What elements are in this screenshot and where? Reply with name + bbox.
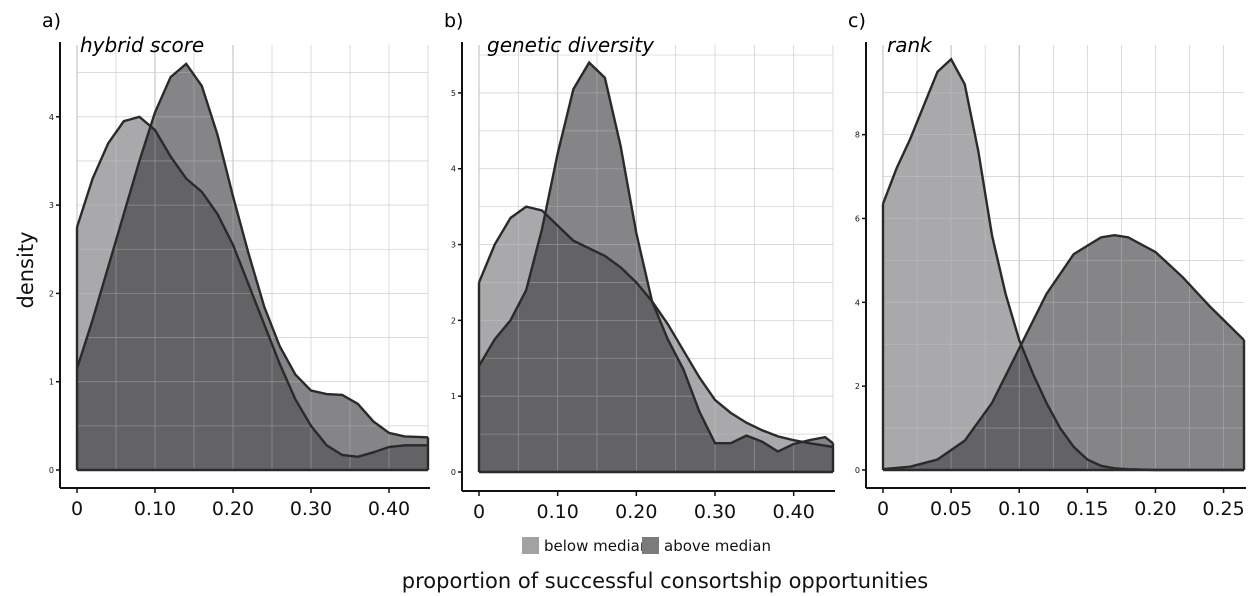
panel-1: 0 1 2 3 4 0 0.10 0.20 0.30 0.40 a) hybrid score bbox=[42, 10, 430, 520]
x-tick-label: 0.05 bbox=[930, 498, 972, 520]
panel-label: b) bbox=[444, 10, 463, 32]
legend-label-above: above median bbox=[664, 537, 771, 555]
x-tick-label: 0 bbox=[71, 498, 83, 520]
x-tick-label: 0.10 bbox=[537, 501, 579, 523]
y-tick-label: 8 bbox=[855, 131, 860, 140]
line-above-median bbox=[882, 234, 1245, 471]
line-below-median bbox=[75, 115, 428, 458]
area-overlap bbox=[479, 214, 833, 472]
line-above-median bbox=[75, 62, 429, 439]
legend-swatch-below bbox=[522, 537, 539, 554]
x-axis-title: proportion of successful consortship opp… bbox=[402, 569, 928, 593]
panel-title: rank bbox=[887, 33, 933, 57]
x-tick-label: 0.40 bbox=[368, 498, 410, 520]
y-tick-label: 5 bbox=[451, 89, 456, 98]
x-tick-label: 0.10 bbox=[134, 498, 176, 520]
y-tick-label: 4 bbox=[49, 113, 54, 122]
panel-3: 0 2 4 6 8 0 0.05 0.10 0.15 0.20 0.25 c) rank bbox=[848, 10, 1246, 520]
x-tick-label: 0 bbox=[473, 501, 485, 523]
y-tick-label: 0 bbox=[49, 466, 54, 475]
x-tick-label: 0.40 bbox=[773, 501, 815, 523]
line-above-median bbox=[477, 60, 834, 453]
panel-label: a) bbox=[42, 10, 61, 32]
area-below-median bbox=[883, 59, 1244, 470]
y-tick-label: 3 bbox=[49, 201, 54, 210]
panel-title: hybrid score bbox=[80, 33, 204, 57]
y-tick-label: 6 bbox=[855, 214, 860, 223]
area-above-median bbox=[883, 235, 1244, 470]
y-axis-title: density bbox=[14, 232, 38, 309]
y-tick-label: 0 bbox=[451, 468, 456, 477]
y-tick-label: 1 bbox=[451, 392, 456, 401]
x-tick-label: 0.10 bbox=[998, 498, 1040, 520]
panel-label: c) bbox=[848, 10, 866, 32]
legend: below median above median bbox=[522, 537, 771, 555]
x-tick-label: 0.30 bbox=[694, 501, 736, 523]
y-tick-label: 3 bbox=[451, 241, 456, 250]
legend-swatch-above bbox=[642, 537, 659, 554]
x-tick-label: 0.20 bbox=[1134, 498, 1176, 520]
y-tick-label: 0 bbox=[855, 466, 860, 475]
x-tick-label: 0.25 bbox=[1202, 498, 1244, 520]
area-overlap bbox=[883, 346, 1244, 470]
legend-label-below: below median bbox=[544, 537, 649, 555]
x-tick-label: 0.20 bbox=[212, 498, 254, 520]
y-tick-label: 4 bbox=[855, 298, 860, 307]
x-tick-label: 0.30 bbox=[290, 498, 332, 520]
y-tick-label: 2 bbox=[855, 382, 860, 391]
y-tick-label: 2 bbox=[451, 316, 456, 325]
area-overlap bbox=[77, 126, 428, 470]
x-tick-label: 0.15 bbox=[1066, 498, 1108, 520]
x-tick-label: 0 bbox=[877, 498, 889, 520]
panel-title: genetic diversity bbox=[487, 33, 655, 57]
y-tick-label: 2 bbox=[49, 289, 54, 298]
panel-2: 0 1 2 3 4 5 0 0.10 0.20 0.30 0.40 b) genetic diversi… bbox=[444, 10, 835, 523]
x-tick-label: 0.20 bbox=[615, 501, 657, 523]
y-tick-label: 1 bbox=[49, 378, 54, 387]
y-tick-label: 4 bbox=[451, 165, 456, 174]
